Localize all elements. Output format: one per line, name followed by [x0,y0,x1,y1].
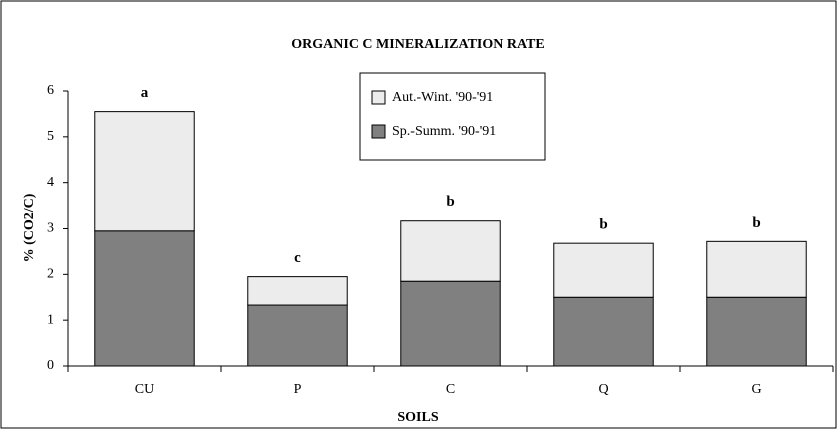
bar-segment [400,220,501,282]
x-tick-label: C [446,382,455,397]
legend-swatch [371,124,386,139]
x-tick-label: CU [135,382,154,397]
legend-swatch [371,90,386,105]
y-tick-label: 6 [47,83,54,98]
x-tick-label: P [294,382,302,397]
bar-segment [94,111,195,232]
bar-segment [553,296,654,367]
bar-segment [553,242,654,298]
bar-segment [247,276,348,306]
y-tick-label: 2 [47,267,54,282]
legend-box [359,72,546,161]
legend-label: Sp.-Summ. '90-'91 [392,124,496,139]
annotation: c [294,250,301,266]
bar-segment [706,240,807,298]
annotation: b [752,215,760,231]
annotation: b [599,217,607,233]
y-axis-label: % (CO2/C) [22,193,37,262]
x-tick-label: Q [598,382,608,397]
y-tick-label: 3 [47,221,54,236]
bar-segment [400,280,501,367]
y-tick-label: 0 [47,358,54,373]
annotation: b [446,194,454,210]
y-tick-label: 4 [47,175,54,190]
bar-segment [706,296,807,367]
bar-segment [94,230,195,367]
x-axis-label: SOILS [397,410,438,425]
y-tick-label: 1 [47,312,54,327]
chart-title: ORGANIC C MINERALIZATION RATE [291,37,544,52]
y-tick-label: 5 [47,129,54,144]
legend-label: Aut.-Wint. '90-'91 [392,90,493,105]
x-tick-label: G [751,382,761,397]
annotation: a [141,85,149,101]
bar-segment [247,304,348,367]
